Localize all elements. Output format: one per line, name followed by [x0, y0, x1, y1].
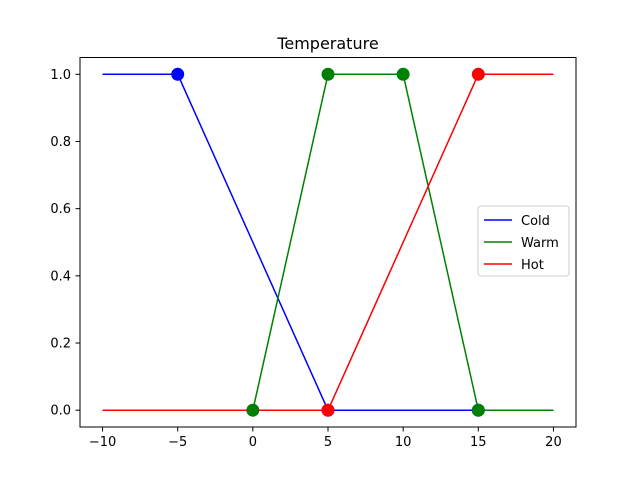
- axis-layer: −10 −5 0 5 10 15 20 0.0 0.2 0.4 0.6 0.8 1.0: [50, 68, 561, 450]
- x-tick-label: 10: [395, 435, 412, 450]
- x-tick-label: 0: [249, 435, 257, 450]
- plot-layer: [102, 67, 554, 417]
- y-tick-label: 0.6: [50, 202, 71, 217]
- y-tick-label: 0.0: [50, 404, 71, 419]
- x-tick-label: 20: [545, 435, 562, 450]
- data-point-hot-0: [321, 403, 335, 417]
- data-point-hot-1: [471, 67, 485, 81]
- y-tick-label: 0.2: [50, 337, 71, 352]
- x-tick-label: −5: [168, 435, 187, 450]
- y-tick-label: 0.4: [50, 269, 71, 284]
- series-line-hot: [102, 73, 554, 411]
- data-point-warm-2: [396, 67, 410, 81]
- legend-label-hot: Hot: [521, 258, 544, 273]
- data-point-warm-3: [471, 403, 485, 417]
- legend-label-cold: Cold: [521, 214, 550, 229]
- x-tick-label: 5: [324, 435, 332, 450]
- legend: Cold Warm Hot: [477, 205, 570, 277]
- x-tick-label: 15: [470, 435, 487, 450]
- legend-box: [477, 205, 570, 277]
- data-point-warm-0: [246, 403, 260, 417]
- legend-label-warm: Warm: [521, 236, 559, 251]
- data-point-warm-1: [321, 67, 335, 81]
- y-tick-label: 0.8: [50, 135, 71, 150]
- y-tick-label: 1.0: [50, 68, 71, 83]
- x-tick-label: −10: [89, 435, 116, 450]
- data-point-cold-0: [171, 67, 185, 81]
- chart-title: Temperature: [276, 34, 378, 53]
